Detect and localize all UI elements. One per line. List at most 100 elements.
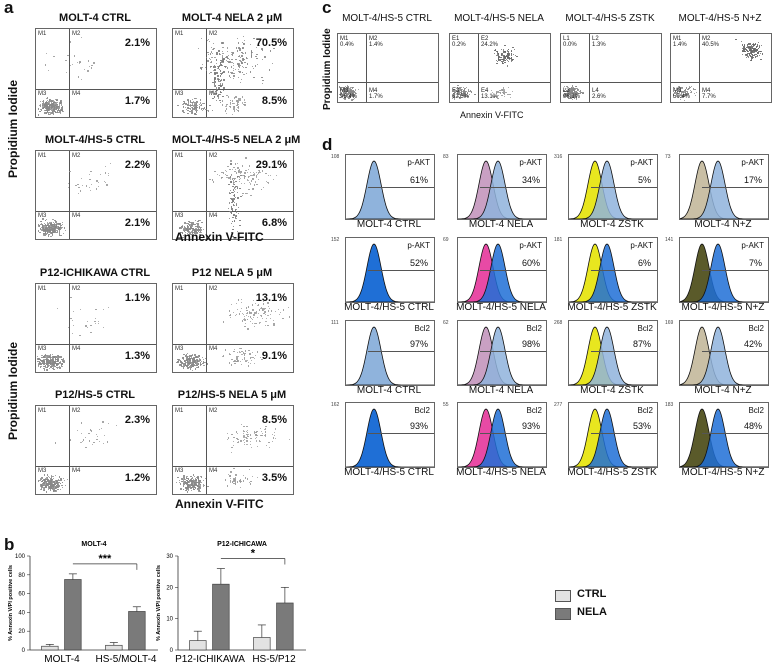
scatter-point (198, 231, 201, 234)
y-max-tick: 152 (331, 237, 340, 243)
scatter-point (192, 362, 195, 364)
scatter-point (579, 93, 581, 95)
scatter-point (242, 429, 245, 431)
scatter-point (681, 94, 683, 97)
histogram-percentage: 97% (409, 339, 428, 349)
scatter-point (198, 483, 200, 486)
scatter-point (251, 177, 253, 179)
scatter-point (60, 479, 62, 481)
scatter-point (53, 364, 55, 367)
scatter-point (257, 64, 259, 66)
scatter-point (50, 221, 52, 223)
scatter-point (495, 92, 498, 95)
scatter-point (54, 229, 56, 231)
scatter-point (238, 181, 240, 183)
scatter-point (57, 355, 59, 357)
scatter-point (40, 223, 42, 225)
scatter-point (56, 226, 59, 228)
scatter-point (189, 100, 192, 102)
scatter-point (464, 96, 466, 98)
scatter-point (189, 110, 191, 112)
scatter-point (56, 231, 59, 233)
scatter-point (46, 111, 49, 113)
scatter-point (267, 306, 270, 308)
scatter-point (46, 354, 48, 357)
scatter-point (196, 361, 199, 364)
scatter-point (222, 355, 225, 357)
scatter-point (200, 68, 202, 70)
quadrant-label: M1 (673, 36, 682, 42)
scatter-point (192, 363, 194, 365)
scatter-point (250, 446, 252, 449)
scatter-point (49, 228, 52, 230)
scatter-point (571, 86, 574, 88)
scatter-point (251, 357, 253, 359)
quadrant-value: M1 0.4% (340, 36, 354, 48)
scatter-point (184, 481, 187, 484)
scatter-point (46, 109, 48, 111)
scatter-point (255, 55, 257, 58)
scatter-point (52, 488, 54, 490)
scatter-point (192, 101, 195, 103)
scatter-point (190, 233, 192, 235)
scatter-point (255, 322, 257, 324)
scatter-point (213, 79, 215, 81)
scatter-point (238, 348, 240, 350)
scatter-point (195, 234, 197, 236)
scatter-point (237, 170, 239, 172)
scatter-point (567, 94, 569, 96)
scatter-point (55, 221, 57, 223)
scatter-point (242, 62, 244, 64)
scatter-point (564, 90, 567, 92)
scatter-point (243, 182, 246, 185)
scatter-point (197, 476, 199, 478)
scatter-point (575, 91, 577, 93)
scatter-point (226, 438, 228, 441)
scatter-point (575, 88, 577, 90)
scatter-point (756, 49, 758, 51)
histogram-percentage: 61% (409, 175, 428, 185)
scatter-point (48, 476, 51, 479)
scatter-point (679, 90, 681, 93)
scatter-point (201, 228, 203, 231)
quadrant-label: M4 (72, 346, 81, 352)
scatter-point (44, 367, 47, 369)
lower-right-percentage: 1.2% (124, 472, 150, 484)
scatter-point (504, 56, 506, 58)
scatter-point (181, 224, 184, 227)
scatter-point (196, 229, 198, 232)
scatter-point (180, 364, 182, 366)
scatter-point (44, 354, 46, 356)
scatter-point (196, 108, 198, 111)
scatter-point (54, 474, 57, 476)
scatter-point (233, 73, 235, 75)
scatter-point (287, 306, 290, 309)
scatter-point (191, 112, 193, 114)
scatter-point (41, 477, 43, 479)
scatter-point (566, 92, 568, 95)
scatter-point (59, 108, 61, 111)
scatter-point (179, 227, 181, 229)
scatter-point (677, 95, 679, 97)
scatter-point (39, 362, 41, 365)
scatter-point (42, 488, 45, 490)
scatter-point (231, 209, 234, 212)
scatter-point (503, 88, 506, 90)
scatter-point (188, 221, 190, 223)
quadrant-label: M4 (209, 468, 218, 474)
scatter-point (462, 94, 464, 96)
scatter-point (463, 89, 465, 91)
scatter-point (464, 88, 466, 90)
scatter-point (752, 47, 754, 50)
scatter-point (216, 59, 218, 61)
scatter-point (44, 226, 46, 229)
scatter-point (192, 479, 195, 481)
scatter-point (257, 351, 259, 353)
scatter-point (211, 52, 214, 55)
scatter-point (240, 423, 243, 426)
scatter-point (52, 226, 55, 228)
scatter-point (47, 484, 49, 486)
scatter-point (252, 171, 254, 174)
quadrant-label: M3 (175, 346, 184, 352)
scatter-point (239, 177, 241, 180)
